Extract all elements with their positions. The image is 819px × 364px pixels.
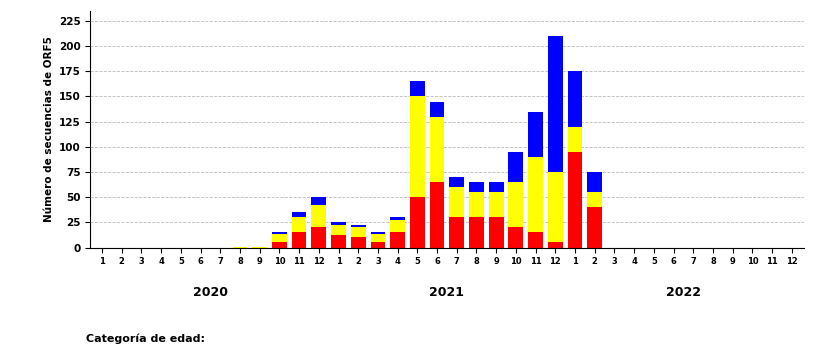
Bar bbox=[449, 177, 464, 187]
Bar bbox=[292, 217, 306, 233]
Bar bbox=[567, 71, 581, 127]
Bar bbox=[586, 172, 601, 192]
Bar bbox=[527, 233, 542, 248]
Bar bbox=[331, 236, 346, 248]
Text: 2022: 2022 bbox=[665, 286, 700, 299]
Bar bbox=[449, 187, 464, 217]
Bar bbox=[586, 192, 601, 207]
Bar bbox=[468, 217, 483, 248]
Bar bbox=[272, 234, 287, 242]
Bar bbox=[410, 197, 424, 248]
Bar bbox=[311, 205, 326, 228]
Bar bbox=[429, 102, 444, 116]
Bar bbox=[429, 182, 444, 248]
Bar bbox=[390, 233, 405, 248]
Text: 2020: 2020 bbox=[192, 286, 228, 299]
Bar bbox=[488, 192, 503, 217]
Bar bbox=[351, 237, 365, 248]
Bar bbox=[547, 172, 562, 242]
Bar bbox=[508, 152, 523, 182]
Bar bbox=[272, 242, 287, 248]
Bar bbox=[331, 222, 346, 225]
Bar bbox=[351, 228, 365, 237]
Bar bbox=[370, 242, 385, 248]
Bar bbox=[331, 225, 346, 236]
Bar bbox=[567, 127, 581, 152]
Bar bbox=[370, 233, 385, 234]
Bar bbox=[292, 233, 306, 248]
Bar bbox=[547, 36, 562, 172]
Bar bbox=[410, 82, 424, 96]
Bar bbox=[272, 233, 287, 234]
Bar bbox=[390, 217, 405, 220]
Bar bbox=[527, 112, 542, 157]
Bar bbox=[527, 157, 542, 233]
Bar bbox=[311, 197, 326, 205]
Bar bbox=[370, 234, 385, 242]
Bar bbox=[508, 182, 523, 228]
Bar bbox=[567, 152, 581, 248]
Bar bbox=[311, 228, 326, 248]
Bar bbox=[547, 242, 562, 248]
Bar bbox=[252, 246, 267, 248]
Bar bbox=[292, 212, 306, 217]
Bar bbox=[449, 217, 464, 248]
Bar bbox=[390, 220, 405, 233]
Y-axis label: Número de secuencias de ORF5: Número de secuencias de ORF5 bbox=[44, 36, 54, 222]
Bar bbox=[488, 217, 503, 248]
Bar bbox=[586, 207, 601, 248]
Bar bbox=[488, 182, 503, 192]
Bar bbox=[233, 246, 247, 248]
Bar bbox=[468, 192, 483, 217]
Bar bbox=[351, 225, 365, 228]
Bar bbox=[410, 96, 424, 197]
Bar bbox=[429, 116, 444, 182]
Text: Categoría de edad:: Categoría de edad: bbox=[86, 333, 205, 344]
Bar bbox=[508, 228, 523, 248]
Text: 2021: 2021 bbox=[429, 286, 464, 299]
Bar bbox=[468, 182, 483, 192]
